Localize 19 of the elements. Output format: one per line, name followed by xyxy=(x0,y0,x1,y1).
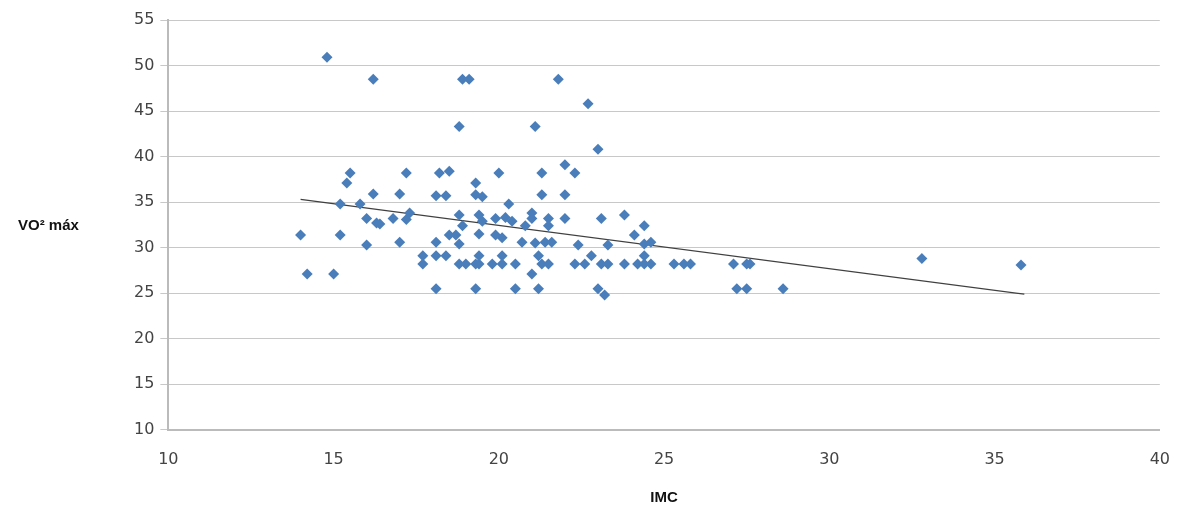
x-tick-label: 20 xyxy=(488,448,510,468)
y-tick-label: 20 xyxy=(134,327,155,347)
y-tick-label: 15 xyxy=(134,373,155,393)
y-tick-label: 40 xyxy=(134,145,155,165)
y-tick-label: 30 xyxy=(134,236,155,256)
x-axis-title: IMC xyxy=(650,488,678,506)
x-tick-label: 15 xyxy=(323,448,344,468)
y-axis-title: VO² máx xyxy=(18,216,79,233)
x-tick-label: 30 xyxy=(819,448,840,468)
y-tick-label: 10 xyxy=(134,418,155,438)
x-tick-label: 35 xyxy=(984,448,1005,468)
y-tick-label: 25 xyxy=(134,282,155,302)
y-tick-label: 45 xyxy=(134,100,155,120)
y-tick-label: 55 xyxy=(134,9,155,29)
x-tick-label: 25 xyxy=(653,448,675,468)
y-tick-label: 50 xyxy=(134,54,155,74)
x-tick-label: 40 xyxy=(1149,448,1170,468)
x-tick-label: 10 xyxy=(158,448,179,468)
y-tick-label: 35 xyxy=(134,191,155,211)
